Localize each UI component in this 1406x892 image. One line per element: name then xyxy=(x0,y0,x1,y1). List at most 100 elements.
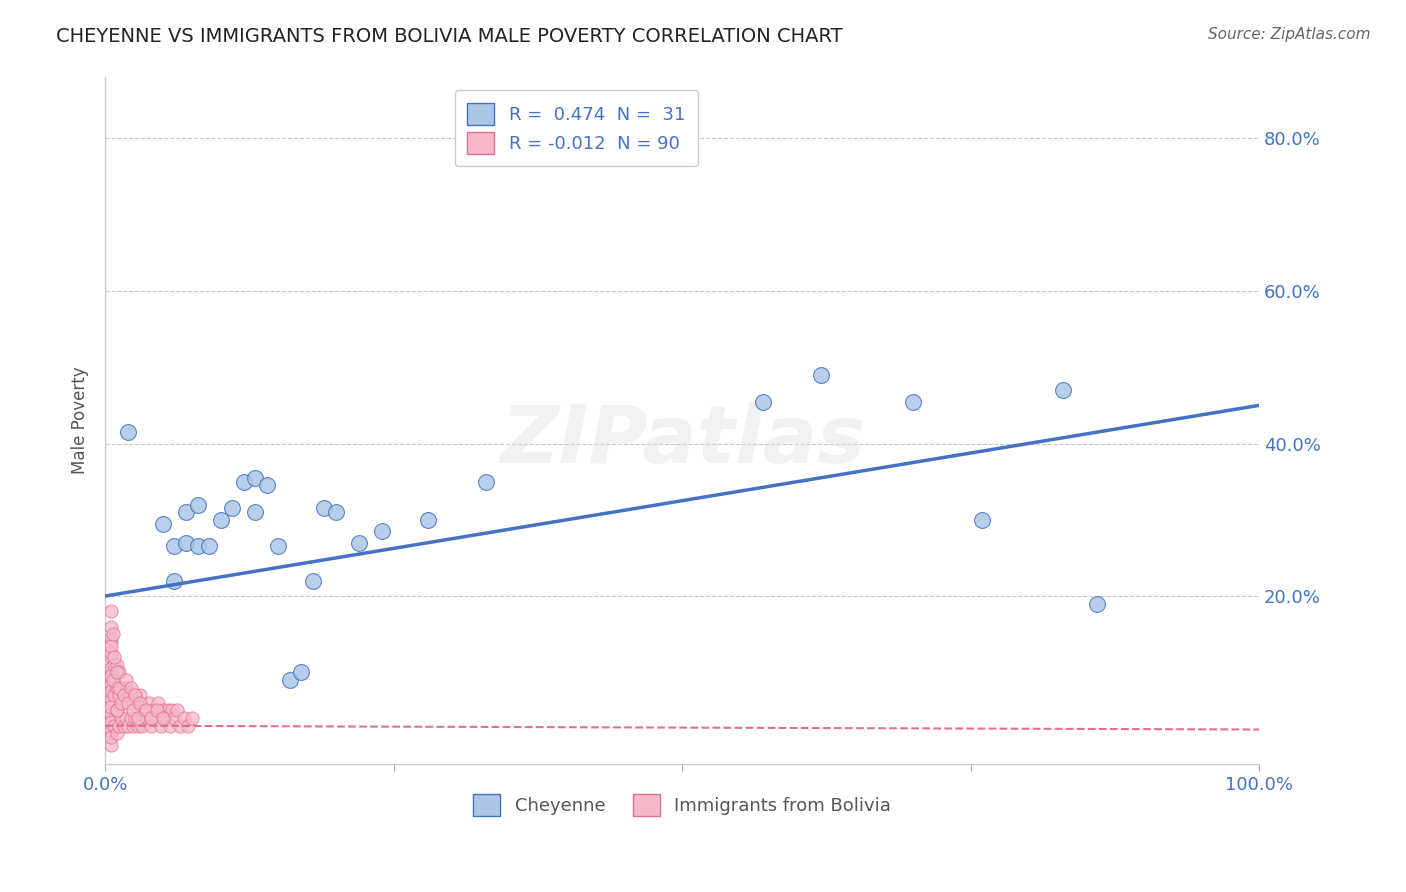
Point xyxy=(290,665,312,680)
Point xyxy=(100,665,122,680)
Point xyxy=(177,719,200,733)
Point xyxy=(100,692,122,706)
Point xyxy=(127,719,149,733)
Point xyxy=(135,703,157,717)
Point xyxy=(103,688,125,702)
Point xyxy=(117,696,139,710)
Point xyxy=(100,730,122,744)
Point xyxy=(120,681,142,695)
Point xyxy=(100,639,122,653)
Point xyxy=(173,711,195,725)
Point xyxy=(221,501,243,516)
Point xyxy=(901,394,924,409)
Point xyxy=(108,681,131,695)
Point xyxy=(314,501,336,516)
Point xyxy=(810,368,832,382)
Point xyxy=(100,650,122,665)
Point xyxy=(122,703,145,717)
Point xyxy=(127,711,149,725)
Point xyxy=(105,726,128,740)
Point xyxy=(103,719,125,733)
Point xyxy=(131,719,153,733)
Point xyxy=(100,669,122,683)
Point xyxy=(156,703,179,717)
Point xyxy=(180,711,202,725)
Point xyxy=(105,681,128,695)
Point xyxy=(128,688,150,702)
Point xyxy=(160,703,183,717)
Point xyxy=(127,696,149,710)
Point xyxy=(100,723,122,737)
Point xyxy=(267,540,290,554)
Point xyxy=(146,703,169,717)
Point xyxy=(100,604,122,618)
Point xyxy=(163,540,186,554)
Point xyxy=(209,513,232,527)
Point xyxy=(174,535,197,549)
Point xyxy=(100,726,122,740)
Point xyxy=(232,475,254,489)
Legend: Cheyenne, Immigrants from Bolivia: Cheyenne, Immigrants from Bolivia xyxy=(465,787,898,823)
Point xyxy=(100,738,122,752)
Point xyxy=(970,513,993,527)
Point xyxy=(100,684,122,698)
Point xyxy=(128,711,150,725)
Point xyxy=(1052,383,1074,397)
Point xyxy=(124,688,146,702)
Point xyxy=(100,661,122,675)
Point xyxy=(100,677,122,691)
Point xyxy=(100,714,122,729)
Point xyxy=(100,707,122,722)
Point xyxy=(108,665,131,680)
Point xyxy=(155,711,177,725)
Point xyxy=(115,711,138,725)
Point xyxy=(124,711,146,725)
Point xyxy=(110,681,132,695)
Point xyxy=(475,475,498,489)
Point xyxy=(115,681,138,695)
Point xyxy=(186,498,208,512)
Point xyxy=(148,696,170,710)
Point xyxy=(112,719,135,733)
Point xyxy=(256,478,278,492)
Point xyxy=(752,394,775,409)
Point xyxy=(1087,597,1109,611)
Point xyxy=(169,719,191,733)
Point xyxy=(325,505,347,519)
Point xyxy=(278,673,301,687)
Point xyxy=(141,719,163,733)
Point xyxy=(105,703,128,717)
Point xyxy=(120,688,142,702)
Point xyxy=(100,646,122,660)
Text: CHEYENNE VS IMMIGRANTS FROM BOLIVIA MALE POVERTY CORRELATION CHART: CHEYENNE VS IMMIGRANTS FROM BOLIVIA MALE… xyxy=(56,27,842,45)
Point xyxy=(117,425,139,439)
Point xyxy=(302,574,325,588)
Point xyxy=(152,516,174,531)
Point xyxy=(108,719,131,733)
Point xyxy=(198,540,221,554)
Point xyxy=(141,711,163,725)
Text: ZIPatlas: ZIPatlas xyxy=(499,402,865,480)
Point xyxy=(163,711,186,725)
Point xyxy=(100,619,122,633)
Text: Source: ZipAtlas.com: Source: ZipAtlas.com xyxy=(1208,27,1371,42)
Point xyxy=(110,696,132,710)
Point xyxy=(245,471,267,485)
Point xyxy=(174,505,197,519)
Point xyxy=(159,719,181,733)
Point xyxy=(100,681,122,695)
Point xyxy=(152,711,174,725)
Point xyxy=(134,703,156,717)
Point xyxy=(112,688,135,702)
Point xyxy=(117,688,139,702)
Point xyxy=(245,505,267,519)
Point xyxy=(122,696,145,710)
Point xyxy=(105,703,128,717)
Point xyxy=(347,535,370,549)
Point xyxy=(186,540,208,554)
Point xyxy=(105,657,128,672)
Point xyxy=(418,513,440,527)
Point xyxy=(100,635,122,649)
Point xyxy=(100,696,122,710)
Point xyxy=(152,703,174,717)
